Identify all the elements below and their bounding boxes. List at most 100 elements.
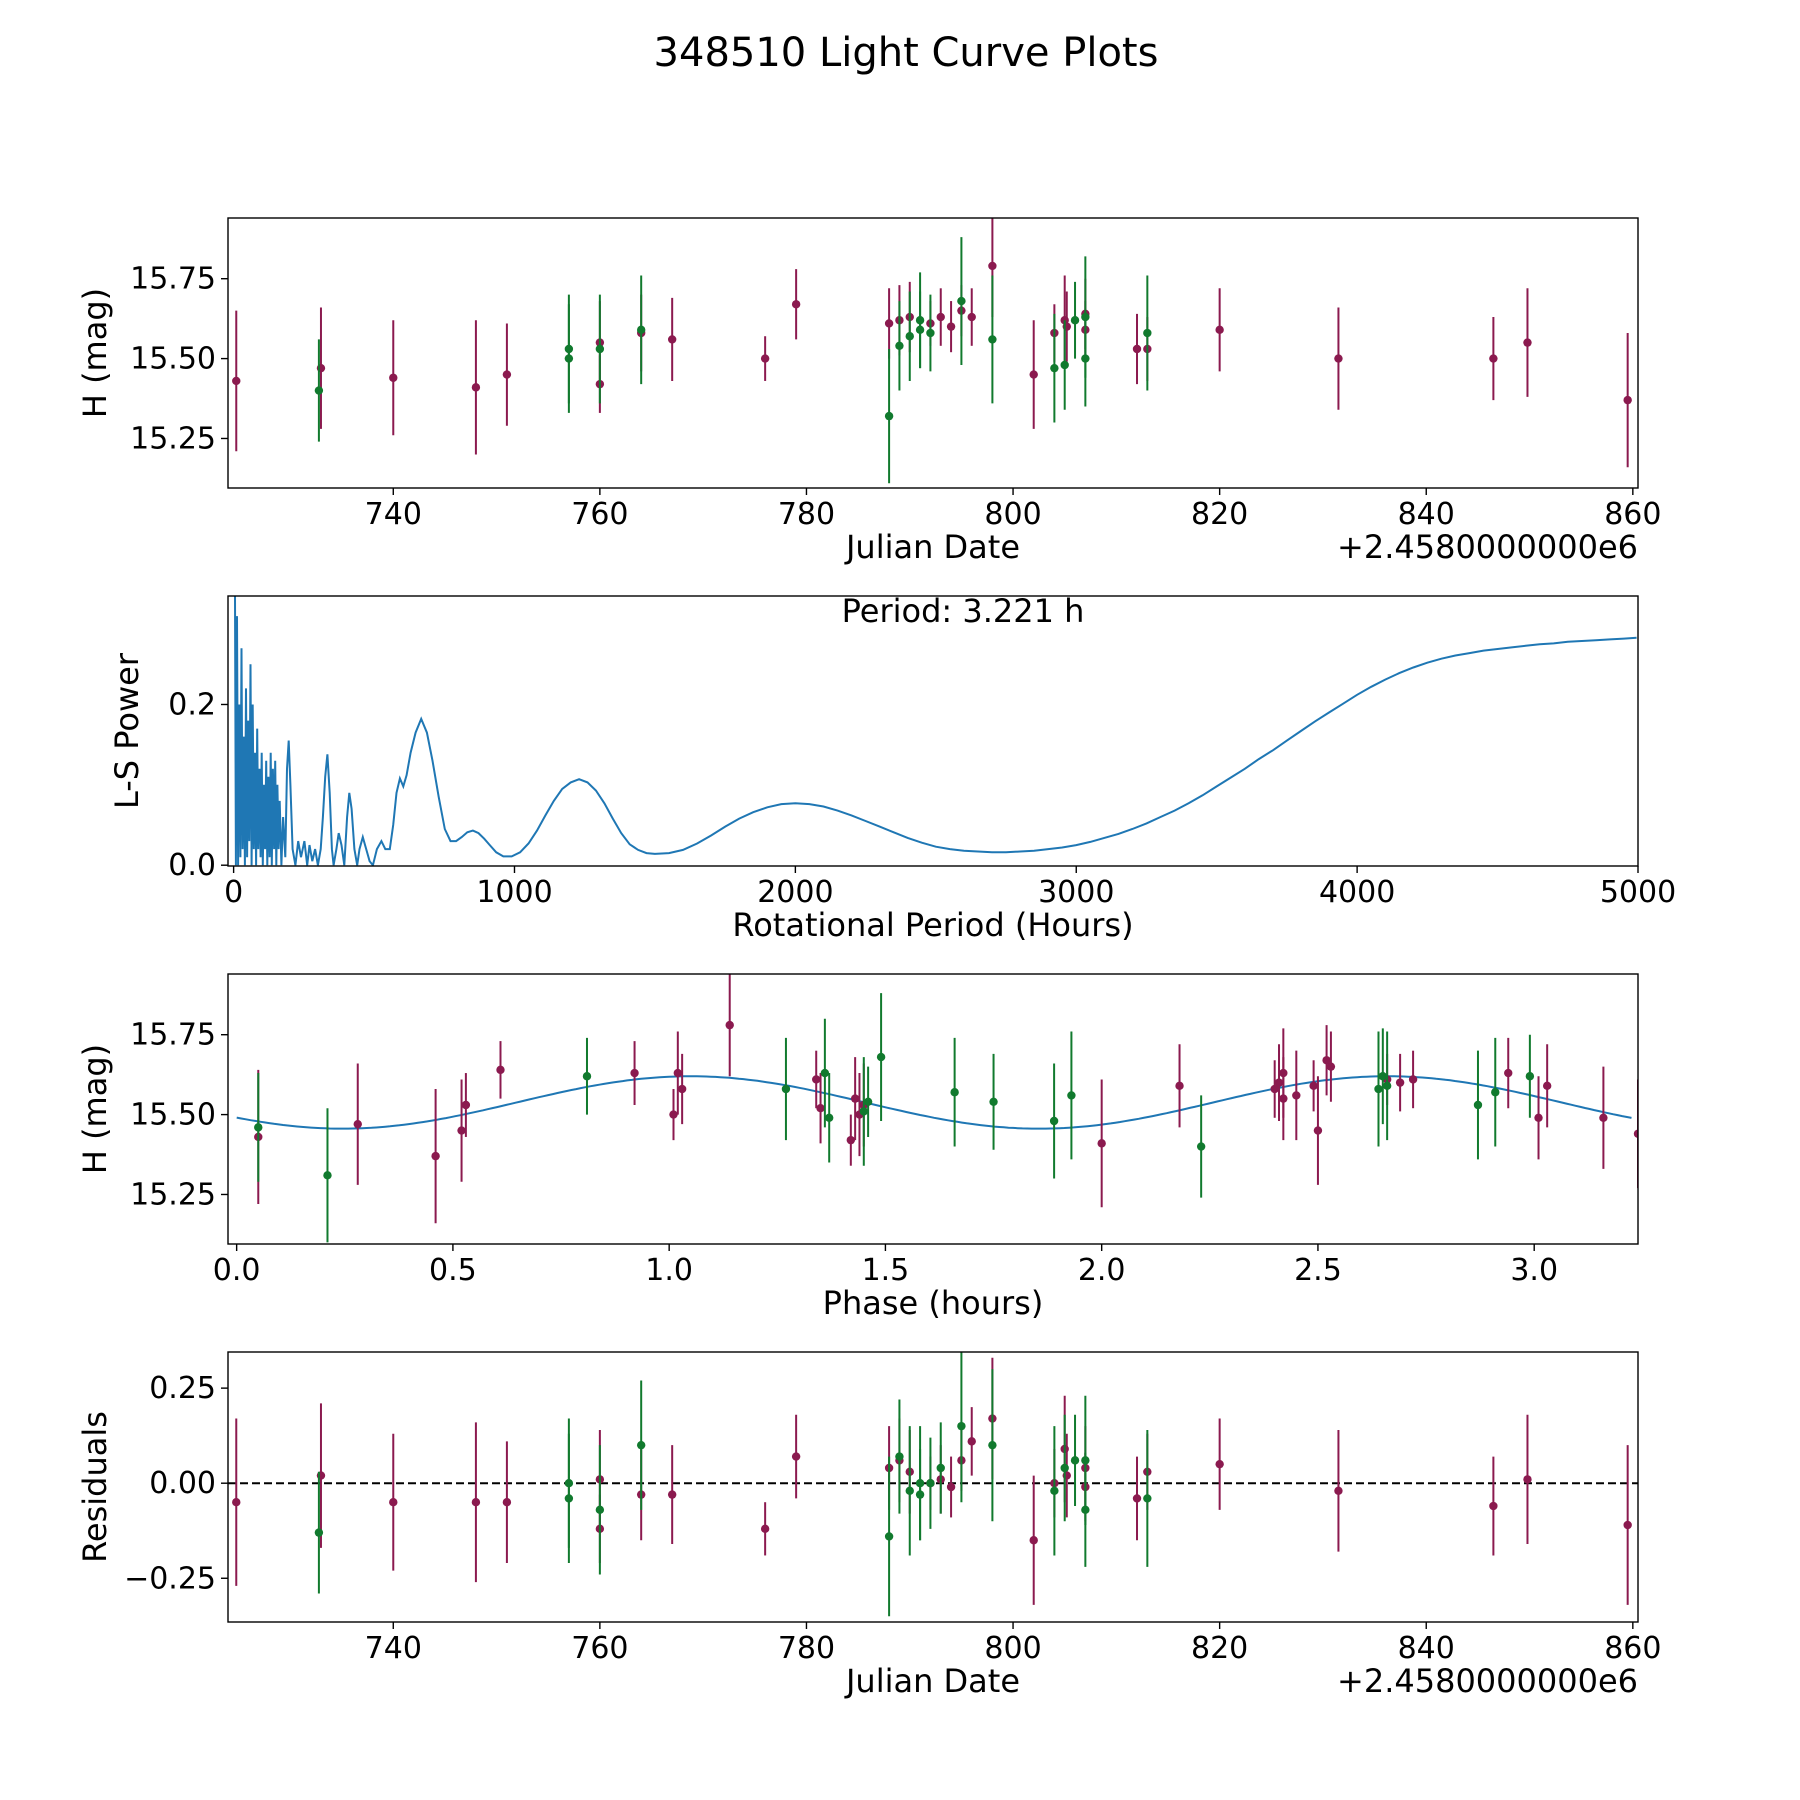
data-point-r — [471, 383, 481, 392]
y-tick-label: 0.2 — [168, 687, 216, 722]
y-tick-label: 15.50 — [130, 1098, 216, 1133]
data-point-r — [1309, 1081, 1318, 1091]
x-tick-label: 820 — [1191, 497, 1248, 532]
plot-area-p4 — [228, 1352, 1638, 1617]
data-point-g — [905, 332, 914, 341]
data-point-r — [1623, 1520, 1632, 1530]
data-point-r — [1029, 370, 1038, 379]
plot-area-p1 — [232, 218, 1632, 484]
data-point-r — [232, 376, 241, 386]
data-point-g — [820, 1068, 830, 1078]
x-tick-label: 5000 — [1600, 875, 1676, 910]
data-point-g — [636, 325, 646, 335]
data-point-r — [1542, 1081, 1552, 1091]
x-tick-label: 820 — [1191, 1631, 1248, 1666]
axes-frame — [227, 1351, 1639, 1623]
plots: 740 760 780 800 820 840 860 15.25 15.50 15.75 Juli… — [76, 217, 1676, 1700]
y-tick-label: 15.75 — [130, 1018, 216, 1053]
data-point-r — [816, 1104, 825, 1113]
data-point-r — [1334, 354, 1343, 363]
y-axis-label: L-S Power — [108, 652, 146, 809]
data-point-r — [669, 1110, 678, 1119]
data-point-g — [1049, 1116, 1059, 1126]
x-tick-label: 0 — [224, 875, 243, 910]
data-point-g — [915, 1490, 925, 1499]
x-tick-label: 840 — [1398, 497, 1455, 532]
x-tick-label: 780 — [778, 1631, 835, 1666]
data-point-r — [791, 300, 801, 309]
data-point-g — [1070, 316, 1080, 325]
x-tick-label: 2.5 — [1294, 1253, 1342, 1288]
y-tick-label: 0.00 — [149, 1466, 216, 1501]
data-point-g — [1050, 363, 1059, 373]
panel-p2: 0 1000 2000 3000 4000 5000 0.0 0.2 Rotational Pe… — [108, 592, 1676, 944]
data-point-g — [1081, 312, 1090, 322]
period-annotation: Period: 3.221 h — [842, 592, 1085, 630]
y-axis-label: H (mag) — [76, 288, 114, 418]
data-point-g — [1196, 1142, 1206, 1151]
data-point-g — [564, 1494, 574, 1503]
data-point-r — [936, 312, 945, 322]
axes-frame — [227, 217, 1639, 489]
data-point-r — [1599, 1113, 1608, 1122]
y-tick-label: 0.25 — [149, 1371, 216, 1406]
data-point-g — [824, 1113, 834, 1122]
data-point-r — [1504, 1068, 1513, 1078]
data-point-g — [1070, 1456, 1080, 1465]
x-tick-label: 3000 — [1038, 875, 1114, 910]
x-tick-label: 760 — [571, 1631, 628, 1666]
power-curve — [234, 596, 1637, 866]
x-tick-label: 3.0 — [1510, 1253, 1558, 1288]
data-point-r — [946, 322, 956, 331]
data-point-r — [1633, 1129, 1638, 1138]
data-point-g — [1143, 1494, 1152, 1503]
x-tick-label: 740 — [365, 497, 422, 532]
data-point-g — [957, 1421, 966, 1431]
panel-p1: 740 760 780 800 820 840 860 15.25 15.50 15.75 Juli… — [76, 217, 1661, 566]
data-point-g — [595, 1505, 605, 1515]
data-point-g — [926, 1478, 935, 1488]
y-tick-label: 15.50 — [130, 342, 216, 377]
data-point-r — [946, 1482, 956, 1492]
data-point-g — [1525, 1072, 1535, 1081]
data-point-g — [988, 1440, 997, 1450]
axes-frame — [227, 973, 1639, 1245]
data-point-r — [502, 370, 512, 379]
data-point-g — [1382, 1081, 1392, 1091]
data-point-r — [431, 1151, 440, 1161]
data-point-r — [1270, 1084, 1279, 1094]
y-tick-label: 15.75 — [130, 262, 216, 297]
data-point-g — [781, 1084, 791, 1094]
data-point-g — [863, 1097, 873, 1107]
data-point-r — [1132, 344, 1142, 354]
data-point-r — [1322, 1056, 1331, 1065]
data-point-r — [353, 1119, 362, 1129]
x-tick-label: 840 — [1398, 1631, 1455, 1666]
data-point-g — [859, 1107, 868, 1116]
data-point-r — [1313, 1126, 1323, 1135]
data-point-g — [989, 1097, 998, 1107]
y-axis-label: H (mag) — [76, 1044, 114, 1174]
data-point-g — [1067, 1091, 1076, 1100]
data-point-g — [950, 1088, 959, 1097]
x-tick-label: 740 — [365, 1631, 422, 1666]
x-tick-label: 2000 — [757, 875, 833, 910]
data-point-g — [1081, 1456, 1090, 1465]
data-point-g — [595, 344, 605, 354]
data-point-r — [850, 1094, 860, 1103]
data-point-r — [1279, 1094, 1288, 1103]
x-tick-label: 2.0 — [1078, 1253, 1126, 1288]
data-point-r — [1489, 354, 1498, 363]
data-point-r — [760, 354, 770, 363]
data-point-r — [988, 261, 997, 271]
x-tick-label: 1000 — [476, 875, 552, 910]
data-point-g — [915, 325, 925, 335]
data-point-r — [630, 1068, 639, 1078]
data-point-g — [1378, 1072, 1388, 1081]
data-point-g — [957, 296, 966, 306]
x-offset-label: +2.4580000000e6 — [1337, 1662, 1638, 1700]
data-point-r — [725, 1020, 734, 1030]
x-axis-label: Julian Date — [844, 1662, 1020, 1700]
data-point-r — [1132, 1494, 1142, 1503]
data-point-r — [1334, 1486, 1343, 1496]
